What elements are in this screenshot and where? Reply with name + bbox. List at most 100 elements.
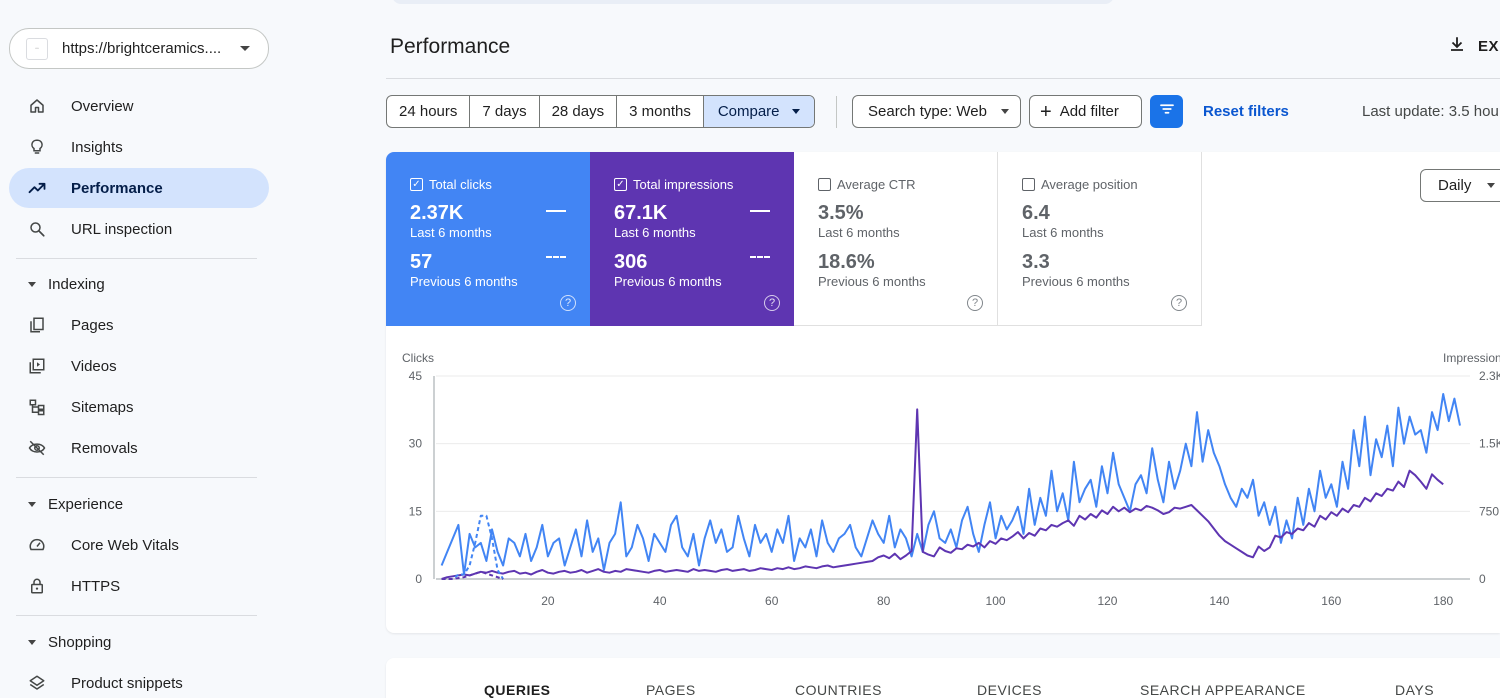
report-tabs-card xyxy=(386,658,1500,698)
range-3-months[interactable]: 3 months xyxy=(617,96,704,127)
sidebar-item-overview[interactable]: Overview xyxy=(9,86,269,126)
sidebar-item-label: Product snippets xyxy=(71,674,183,692)
x-tick-label: 20 xyxy=(541,594,555,608)
lock-icon xyxy=(27,576,47,596)
last-update-text: Last update: 3.5 hou xyxy=(1362,103,1499,120)
tab-devices[interactable]: DEVICES xyxy=(977,682,1042,698)
metric-period: Last 6 months xyxy=(1022,225,1104,240)
metric-average-position[interactable]: Average position 6.4 Last 6 months 3.3 P… xyxy=(998,152,1202,326)
range-7-days[interactable]: 7 days xyxy=(470,96,540,127)
x-tick-label: 100 xyxy=(986,594,1006,608)
range-28-days[interactable]: 28 days xyxy=(540,96,618,127)
sidebar-item-https[interactable]: HTTPS xyxy=(9,566,269,606)
metric-period: Last 6 months xyxy=(614,225,696,240)
left-axis-title: Clicks xyxy=(402,351,434,365)
metric-label: Average CTR xyxy=(837,177,916,192)
sidebar-item-pages[interactable]: Pages xyxy=(9,305,269,345)
help-icon[interactable]: ? xyxy=(967,295,983,311)
tab-countries[interactable]: COUNTRIES xyxy=(795,682,882,698)
section-experience[interactable]: Experience xyxy=(28,496,123,513)
sidebar-item-sitemaps[interactable]: Sitemaps xyxy=(9,387,269,427)
sidebar-item-url-inspection[interactable]: URL inspection xyxy=(9,209,269,249)
left-tick-label: 0 xyxy=(415,572,422,586)
search-type-dropdown[interactable]: Search type: Web xyxy=(852,95,1021,128)
sidebar-item-core-web-vitals[interactable]: Core Web Vitals xyxy=(9,525,269,565)
metric-period: Last 6 months xyxy=(410,225,492,240)
eye-off-icon xyxy=(27,438,47,458)
metric-previous-period: Previous 6 months xyxy=(614,274,722,289)
plus-icon: + xyxy=(1040,100,1052,123)
granularity-dropdown[interactable]: Daily xyxy=(1420,169,1500,202)
dashed-line-legend-icon xyxy=(546,256,566,258)
header-divider xyxy=(386,78,1500,79)
metric-total-clicks[interactable]: ✓ Total clicks 2.37K Last 6 months 57 Pre… xyxy=(386,152,590,326)
help-icon[interactable]: ? xyxy=(764,295,780,311)
help-icon[interactable]: ? xyxy=(1171,295,1187,311)
metric-total-impressions[interactable]: ✓ Total impressions 67.1K Last 6 months 3… xyxy=(590,152,794,326)
help-icon[interactable]: ? xyxy=(560,295,576,311)
home-icon xyxy=(27,96,47,116)
section-title: Indexing xyxy=(48,276,105,293)
sidebar-item-performance[interactable]: Performance xyxy=(9,168,269,208)
section-shopping[interactable]: Shopping xyxy=(28,634,111,651)
gauge-icon xyxy=(27,535,47,555)
site-favicon: ▫▫ xyxy=(26,37,48,60)
x-tick-label: 120 xyxy=(1097,594,1117,608)
export-label: EXP xyxy=(1478,37,1500,55)
series-line-1 xyxy=(441,408,1444,580)
right-axis-title: Impression xyxy=(1443,351,1500,365)
reset-filters-link[interactable]: Reset filters xyxy=(1203,103,1289,120)
download-icon xyxy=(1448,35,1466,57)
series-line-0 xyxy=(440,393,1461,576)
left-tick-label: 15 xyxy=(409,504,423,518)
metric-previous-value: 3.3 xyxy=(1022,251,1050,273)
tab-search-appearance[interactable]: SEARCH APPEARANCE xyxy=(1140,682,1306,698)
right-tick-label: 1.5K xyxy=(1479,437,1500,451)
sidebar-item-label: Performance xyxy=(71,179,163,197)
checkbox-unchecked-icon[interactable] xyxy=(1022,178,1035,191)
x-tick-label: 60 xyxy=(765,594,779,608)
checkbox-checked-icon[interactable]: ✓ xyxy=(410,178,423,191)
series-line-2 xyxy=(441,514,504,580)
metric-previous-period: Previous 6 months xyxy=(818,274,926,289)
checkbox-unchecked-icon[interactable] xyxy=(818,178,831,191)
dropdown-arrow-icon xyxy=(1487,183,1496,188)
metric-value: 6.4 xyxy=(1022,202,1050,224)
tab-pages[interactable]: PAGES xyxy=(646,682,696,698)
sidebar-item-removals[interactable]: Removals xyxy=(9,428,269,468)
filter-options-button[interactable] xyxy=(1150,95,1183,128)
add-filter-label: Add filter xyxy=(1059,103,1119,120)
tab-days[interactable]: DAYS xyxy=(1395,682,1435,698)
compare-dropdown[interactable]: Compare xyxy=(703,96,814,127)
metric-previous-value: 18.6% xyxy=(818,251,875,273)
section-title: Experience xyxy=(48,496,124,513)
range-24-hours[interactable]: 24 hours xyxy=(387,96,471,127)
metric-label: Total impressions xyxy=(633,177,734,192)
search-icon xyxy=(27,219,47,239)
section-indexing[interactable]: Indexing xyxy=(28,276,105,293)
export-button[interactable]: EXP xyxy=(1448,35,1500,57)
metric-previous-period: Previous 6 months xyxy=(410,274,518,289)
metric-value: 3.5% xyxy=(818,202,864,224)
x-tick-label: 40 xyxy=(653,594,667,608)
lightbulb-icon xyxy=(27,137,47,157)
tab-queries[interactable]: QUERIES xyxy=(484,682,551,698)
sidebar-divider xyxy=(16,477,257,478)
performance-line-chart: Clicks Impression 0 0 15 750 30 1.5K 45 2.3K 20 40 6… xyxy=(402,351,1500,608)
dropdown-arrow-icon xyxy=(791,109,800,114)
top-search-bar[interactable] xyxy=(392,0,1114,4)
layers-icon xyxy=(27,673,47,693)
sidebar-item-label: Sitemaps xyxy=(71,398,134,416)
x-tick-label: 180 xyxy=(1433,594,1453,608)
sidebar-item-videos[interactable]: Videos xyxy=(9,346,269,386)
metric-label: Total clicks xyxy=(429,177,492,192)
checkbox-checked-icon[interactable]: ✓ xyxy=(614,178,627,191)
video-icon xyxy=(27,356,47,376)
property-url: https://brightceramics.... xyxy=(62,40,222,57)
property-selector[interactable]: ▫▫ https://brightceramics.... xyxy=(9,28,269,69)
sidebar-item-insights[interactable]: Insights xyxy=(9,127,269,167)
metric-average-ctr[interactable]: Average CTR 3.5% Last 6 months 18.6% Pre… xyxy=(794,152,998,326)
add-filter-button[interactable]: + Add filter xyxy=(1029,95,1142,128)
sidebar-item-label: Overview xyxy=(71,97,134,115)
sidebar-item-product-snippets[interactable]: Product snippets xyxy=(9,663,269,698)
